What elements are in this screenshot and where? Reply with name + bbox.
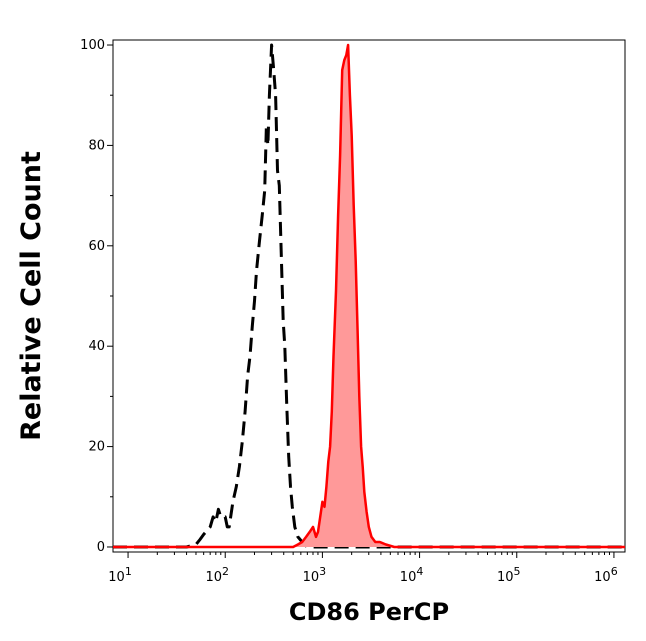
x-axis-title: CD86 PerCP xyxy=(289,598,449,626)
x-tick-label: 102 xyxy=(205,565,229,585)
stained-histogram-line xyxy=(113,43,625,549)
stained-histogram-fill xyxy=(113,45,625,547)
y-tick-label: 0 xyxy=(97,540,105,555)
x-tick-label: 105 xyxy=(497,565,521,585)
y-tick-label: 80 xyxy=(88,138,105,153)
y-tick-label: 60 xyxy=(88,239,105,254)
x-tick-label: 106 xyxy=(594,565,618,585)
x-axis: 101 102 103 104 105 106 xyxy=(108,552,618,585)
y-tick-label: 100 xyxy=(80,38,105,53)
x-tick-label: 103 xyxy=(303,565,327,585)
y-tick-label: 40 xyxy=(88,339,105,354)
x-tick-label: 104 xyxy=(400,565,424,585)
y-axis-title: Relative Cell Count xyxy=(16,151,47,441)
series-layer xyxy=(113,43,625,549)
control-histogram-line xyxy=(113,43,625,549)
y-axis: 0 20 40 60 80 100 xyxy=(80,38,113,555)
y-tick-label: 20 xyxy=(88,440,105,455)
plot-frame xyxy=(112,39,626,553)
x-tick-label: 101 xyxy=(108,565,132,585)
